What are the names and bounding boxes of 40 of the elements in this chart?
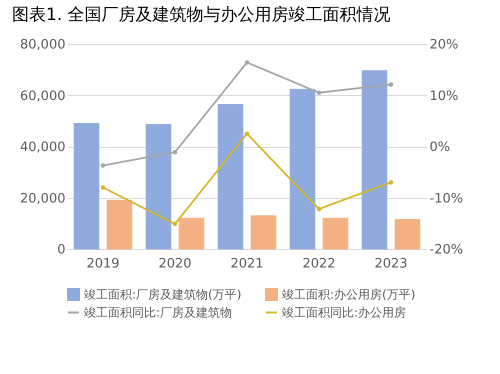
point	[316, 206, 322, 212]
x-tick-label: 2022	[302, 256, 336, 272]
y-tick-label: 0	[57, 242, 66, 258]
y-tick-label: 40,000	[20, 140, 66, 155]
y2-tick-label: -10%	[430, 191, 464, 206]
bar	[362, 70, 388, 250]
chart-title: 图表1. 全国厂房及建筑物与办公用房竣工面积情况	[12, 5, 391, 25]
bar	[106, 200, 132, 250]
bar	[290, 88, 316, 250]
point	[100, 163, 106, 168]
bar	[250, 215, 276, 250]
x-tick-label: 2023	[374, 256, 408, 272]
y2-tick-label: 0%	[430, 140, 450, 155]
x-tick-label: 2020	[158, 256, 192, 272]
point	[244, 60, 250, 65]
y-tick-label: 80,000	[20, 38, 66, 52]
y2-tick-label: -20%	[430, 242, 464, 258]
legend-label: 竣工面积:办公用房(万平)	[282, 288, 416, 302]
point	[316, 90, 322, 95]
point	[172, 222, 178, 226]
bar	[394, 219, 420, 250]
point	[388, 82, 394, 87]
bar	[146, 124, 172, 250]
point	[244, 131, 250, 136]
bar	[322, 218, 348, 250]
bar	[178, 218, 204, 250]
y-tick-label: 20,000	[20, 191, 66, 206]
y2-tick-label: 10%	[430, 88, 458, 104]
y-tick-label: 60,000	[20, 88, 66, 104]
bar	[74, 122, 100, 250]
x-tick-label: 2021	[230, 256, 264, 272]
point	[388, 180, 394, 185]
point	[172, 150, 178, 154]
point	[100, 185, 106, 190]
legend-label: 竣工面积:厂房及建筑物(万平)	[84, 288, 242, 302]
bar	[218, 104, 244, 250]
legend-label: 竣工面积同比:厂房及建筑物	[84, 306, 232, 320]
y2-tick-label: 20%	[430, 38, 458, 52]
x-tick-label: 2019	[86, 256, 120, 272]
legend-label: 竣工面积同比:办公用房	[282, 306, 406, 320]
